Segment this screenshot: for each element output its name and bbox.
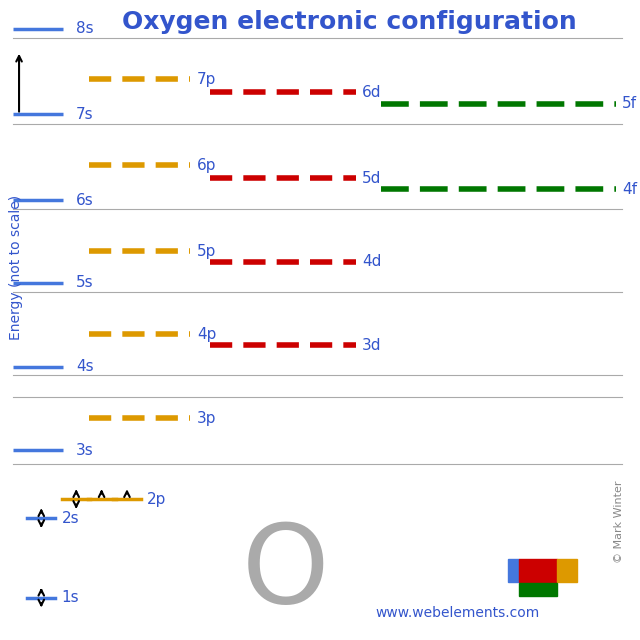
Text: 4s: 4s [76, 359, 94, 374]
Text: 3s: 3s [76, 443, 94, 458]
Text: www.webelements.com: www.webelements.com [375, 606, 540, 620]
Text: 7p: 7p [197, 72, 216, 87]
Text: 6p: 6p [197, 158, 216, 173]
Text: O: O [242, 518, 330, 626]
Text: © Mark Winter: © Mark Winter [614, 480, 624, 563]
Text: 5s: 5s [76, 275, 94, 291]
Text: 5p: 5p [197, 244, 216, 259]
Bar [520, 559, 557, 582]
Text: 2s: 2s [61, 511, 79, 525]
Bar [520, 583, 557, 596]
Bar [557, 559, 577, 582]
Text: 5d: 5d [362, 170, 381, 186]
Text: 4d: 4d [362, 255, 381, 269]
Text: 6d: 6d [362, 84, 381, 100]
Bar [508, 559, 520, 582]
Text: 4p: 4p [197, 327, 216, 342]
Text: 3p: 3p [197, 411, 216, 426]
Text: 7s: 7s [76, 107, 94, 122]
Text: 6s: 6s [76, 193, 94, 208]
Text: 4f: 4f [622, 182, 637, 197]
Text: 5f: 5f [622, 96, 637, 111]
Text: 8s: 8s [76, 21, 94, 36]
Text: Oxygen electronic configuration: Oxygen electronic configuration [122, 10, 577, 35]
Text: 1s: 1s [61, 590, 79, 605]
Text: Energy (not to scale): Energy (not to scale) [9, 195, 23, 340]
Text: 2p: 2p [147, 492, 166, 507]
Text: 3d: 3d [362, 338, 381, 353]
